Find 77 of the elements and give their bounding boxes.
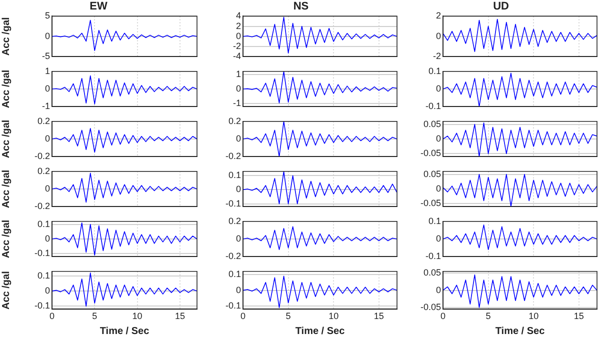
x-axis-title: Time / Sec [295,326,346,337]
x-tick-label: 5 [92,311,98,322]
y-tick-label: 0 [436,233,441,244]
y-tick-label: 0 [236,133,241,144]
y-tick-label: 0.1 [428,66,441,76]
y-axis-title: Acc /gal [0,70,12,108]
y-tick-label: -0.1 [425,101,441,112]
y-tick-label: -0.2 [225,251,241,262]
y-tick-label: -0.2 [34,151,50,162]
y-axis-title: Acc /gal [0,220,12,258]
x-tick-label: 5 [486,311,491,322]
y-tick-label: 0.1 [228,269,241,280]
x-axis-title: Time / Sec [100,326,150,337]
x-tick-label: 5 [286,311,291,322]
x-axis-title: Time / Sec [495,326,546,337]
y-tick-label: 4 [236,10,241,21]
y-tick-label: -1 [232,98,241,108]
y-tick-label: 0.2 [228,116,241,126]
y-axis-title: Acc /gal [0,120,12,158]
y-tick-label: 0.05 [423,268,441,278]
y-tick-label: -0.05 [420,148,441,158]
y-tick-label: 0 [44,286,50,296]
y-tick-label: 2 [236,20,241,31]
y-tick-label: -0.2 [225,151,241,162]
y-axis-title: Acc /gal [0,170,12,208]
y-tick-label: 0.1 [37,218,50,229]
x-tick-label: 10 [328,311,339,322]
y-tick-label: -2 [432,51,441,62]
y-tick-label: 0.05 [423,118,441,129]
y-tick-label: 0.1 [37,270,50,280]
y-tick-label: 0 [236,184,241,194]
x-tick-label: 10 [132,311,142,322]
x-tick-label: 15 [574,311,584,322]
y-axis-title: Acc /gal [0,17,12,56]
y-tick-label: 0.05 [423,168,441,179]
y-tick-label: 0.2 [228,216,241,226]
y-tick-label: -5 [42,51,50,62]
y-tick-label: 0 [44,133,50,144]
y-tick-label: 5 [44,10,50,21]
y-tick-label: 0 [436,83,441,94]
y-tick-label: 0 [436,30,441,41]
y-tick-label: 0 [236,284,241,295]
y-axis-title: Acc /gal [0,270,12,310]
y-tick-label: 0.2 [37,166,50,176]
y-tick-label: 1 [44,66,50,76]
y-tick-label: 0 [236,83,241,94]
y-tick-label: -0.2 [34,201,50,212]
y-tick-label: 1 [236,68,241,79]
y-tick-label: -0.1 [34,300,50,311]
y-tick-label: 0 [236,30,241,41]
y-tick-label: 0 [44,183,50,194]
y-tick-label: 0 [44,233,50,244]
y-tick-label: 0 [436,133,441,144]
x-tick-label: 10 [528,311,539,322]
y-tick-label: -0.1 [425,251,441,262]
y-tick-label: 0.1 [428,216,441,226]
x-tick-label: 15 [374,311,384,322]
y-tick-label: 0 [44,30,50,41]
x-tick-label: 15 [174,311,185,322]
y-tick-label: -0.1 [34,248,50,258]
y-tick-label: -0.05 [420,198,441,208]
y-tick-label: 0.2 [37,116,50,126]
y-tick-label: -0.1 [225,300,241,311]
y-tick-label: -0.05 [420,302,441,312]
chart-title: EW [90,0,108,13]
y-tick-label: 2 [436,10,441,21]
y-tick-label: 0 [44,83,50,94]
y-tick-label: 0 [436,183,441,194]
chart-title: NS [293,0,309,13]
chart-title: UD [493,0,509,13]
y-tick-label: -1 [42,101,50,112]
y-tick-label: -0.1 [225,198,241,208]
y-tick-label: 0 [236,233,241,244]
y-tick-label: -4 [232,51,241,62]
y-tick-label: -2 [232,40,241,51]
y-tick-label: 0 [436,284,441,295]
y-tick-label: 0.1 [228,170,241,180]
